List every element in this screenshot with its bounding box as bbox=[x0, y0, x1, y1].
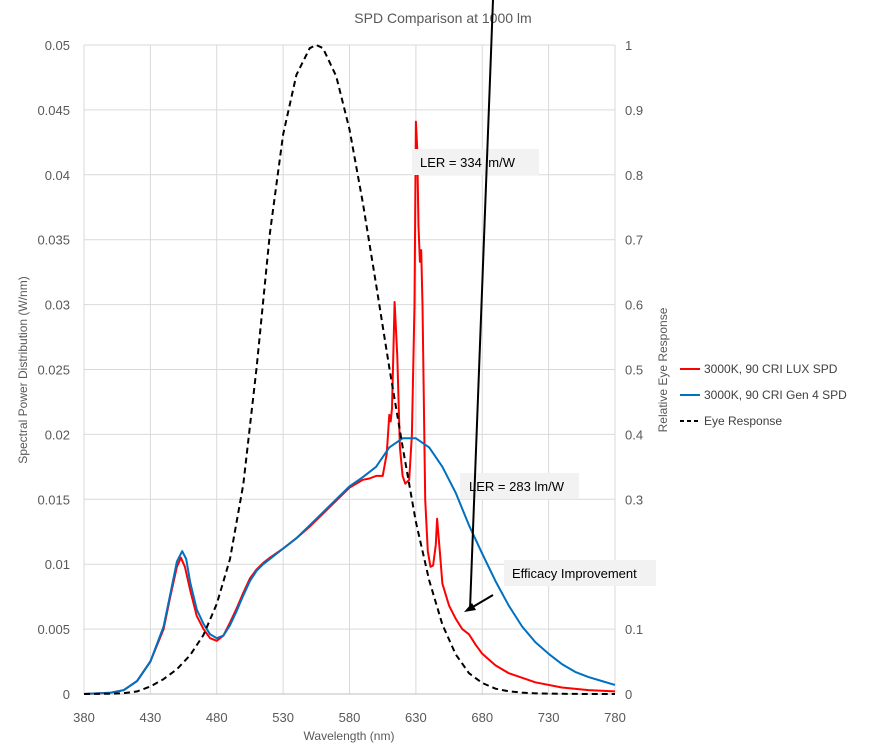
annotation-ler-lux: LER = 334 lm/W bbox=[412, 149, 539, 175]
arrow-icon bbox=[464, 0, 494, 612]
legend: 3000K, 90 CRI LUX SPD 3000K, 90 CRI Gen … bbox=[680, 362, 847, 428]
svg-text:3000K, 90 CRI Gen 4 SPD: 3000K, 90 CRI Gen 4 SPD bbox=[704, 388, 847, 402]
y-tick-label: 0.005 bbox=[37, 622, 70, 637]
y2-tick-label: 0 bbox=[625, 687, 632, 702]
x-tick-label: 380 bbox=[73, 710, 95, 725]
y-axis-label: Spectral Power Distribution (W/nm) bbox=[16, 276, 30, 463]
legend-item-eye: Eye Response bbox=[680, 414, 782, 428]
svg-text:3000K, 90 CRI LUX SPD: 3000K, 90 CRI LUX SPD bbox=[704, 362, 838, 376]
y2-tick-label: 0.8 bbox=[625, 168, 643, 183]
y2-tick-label: 0.7 bbox=[625, 233, 643, 248]
y-tick-label: 0.04 bbox=[45, 168, 70, 183]
x-tick-label: 480 bbox=[206, 710, 228, 725]
x-tick-label: 680 bbox=[471, 710, 493, 725]
series-line-2 bbox=[83, 44, 615, 695]
y2-tick-label: 0.4 bbox=[625, 427, 643, 442]
y-tick-label: 0.035 bbox=[37, 233, 70, 248]
x-tick-label: 430 bbox=[140, 710, 162, 725]
legend-item-gen4: 3000K, 90 CRI Gen 4 SPD bbox=[680, 388, 847, 402]
series-line-0 bbox=[83, 120, 616, 695]
svg-text:Efficacy Improvement: Efficacy Improvement bbox=[512, 566, 637, 581]
annotation-ler-gen4: LER = 283 lm/W bbox=[460, 473, 579, 499]
y2-tick-label: 0.6 bbox=[625, 298, 643, 313]
y2-tick-label: 0.5 bbox=[625, 363, 643, 378]
x-axis-label: Wavelength (nm) bbox=[304, 729, 395, 743]
y-tick-label: 0.01 bbox=[45, 557, 70, 572]
y-tick-label: 0 bbox=[63, 687, 70, 702]
y-tick-label: 0.025 bbox=[37, 363, 70, 378]
y-tick-label: 0.03 bbox=[45, 298, 70, 313]
y2-tick-label: 1 bbox=[625, 38, 632, 53]
chart-title: SPD Comparison at 1000 lm bbox=[354, 10, 531, 26]
x-tick-label: 630 bbox=[405, 710, 427, 725]
y2-tick-label: 0.1 bbox=[625, 622, 643, 637]
x-tick-label: 580 bbox=[339, 710, 361, 725]
x-tick-label: 730 bbox=[538, 710, 560, 725]
x-tick-label: 780 bbox=[604, 710, 626, 725]
svg-text:Eye Response: Eye Response bbox=[704, 414, 782, 428]
y2-tick-label: 0.9 bbox=[625, 103, 643, 118]
svg-text:LER = 334 lm/W: LER = 334 lm/W bbox=[420, 155, 516, 170]
y-tick-label: 0.045 bbox=[37, 103, 70, 118]
annotation-efficacy: Efficacy Improvement bbox=[504, 560, 656, 586]
y-tick-label: 0.05 bbox=[45, 38, 70, 53]
y2-axis-label: Relative Eye Response bbox=[656, 307, 670, 432]
svg-text:LER = 283 lm/W: LER = 283 lm/W bbox=[469, 479, 565, 494]
series-line-1 bbox=[83, 437, 616, 695]
y2-tick-label: 0.3 bbox=[625, 492, 643, 507]
y-tick-label: 0.015 bbox=[37, 492, 70, 507]
y-tick-label: 0.02 bbox=[45, 427, 70, 442]
legend-item-lux: 3000K, 90 CRI LUX SPD bbox=[680, 362, 838, 376]
x-tick-label: 530 bbox=[272, 710, 294, 725]
